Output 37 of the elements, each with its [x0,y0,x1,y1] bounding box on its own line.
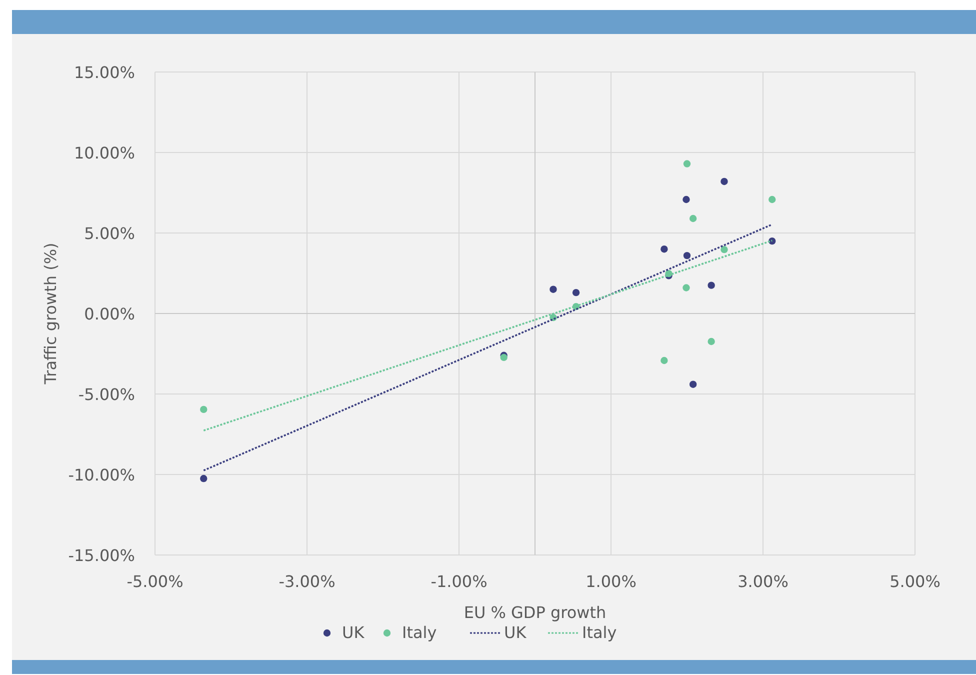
point [720,178,728,186]
legend-label: UK [504,623,527,642]
legend-label: Italy [582,623,617,642]
x-tick-label: 5.00% [890,572,940,591]
point [708,282,715,289]
x-tick-label: -1.00% [430,572,488,591]
legend-label: UK [342,623,365,642]
point [682,196,690,204]
point [660,246,668,253]
point [683,252,691,260]
point [689,214,697,222]
legend-label: Italy [402,623,437,642]
y-tick-label: 15.00% [74,63,135,82]
point [720,246,728,254]
point [689,380,697,388]
point [683,160,691,168]
point [500,354,508,362]
point [768,196,776,204]
y-tick-label: 0.00% [84,304,135,324]
y-tick-label: 10.00% [74,144,135,162]
x-tick-label: 1.00% [586,572,636,591]
y-tick-label: -10.00% [68,466,135,484]
x-tick-label: 3.00% [738,572,788,591]
point [200,406,208,414]
point [572,288,580,296]
y-tick-label: -5.00% [78,385,135,404]
y-tick-label: -15.00% [68,546,135,565]
point [682,284,690,292]
point [200,474,208,482]
y-tick-label: 5.00% [84,224,135,243]
x-tick-label: -5.00% [126,572,184,591]
x-axis-title: EU % GDP growth [464,603,606,622]
point [660,356,668,364]
y-axis-title: Traffic growth (%) [41,242,60,386]
point [550,286,557,293]
x-tick-label: -3.00% [278,572,336,591]
point [708,338,715,346]
